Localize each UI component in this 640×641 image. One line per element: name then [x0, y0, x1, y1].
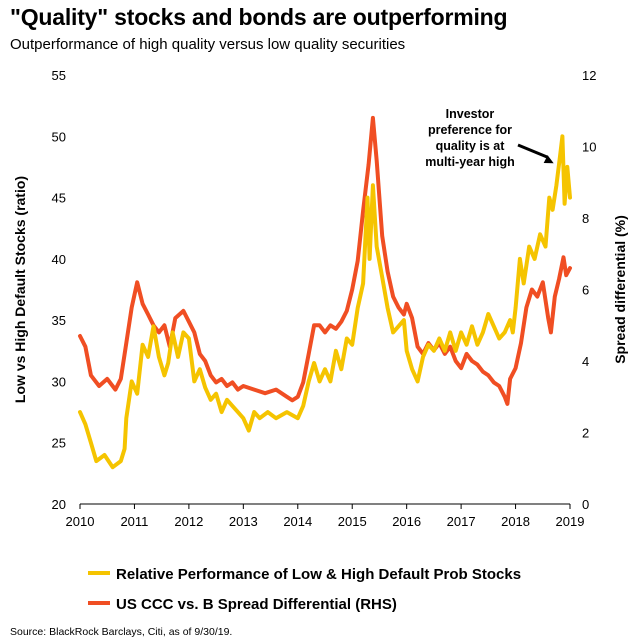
series-line-low-high-default-stocks: [78, 134, 572, 470]
y-left-tick-label: 35: [52, 313, 66, 328]
legend-swatch-red: [88, 601, 110, 606]
y-right-tick-label: 6: [582, 283, 589, 298]
legend-label-red: US CCC vs. B Spread Differential (RHS): [116, 596, 397, 613]
x-tick-label: 2016: [392, 514, 421, 529]
x-tick-label: 2010: [66, 514, 95, 529]
y-left-tick-label: 55: [52, 68, 66, 83]
series-line-ccc-b-spread: [78, 115, 572, 406]
legend-item-red: US CCC vs. B Spread Differential (RHS): [88, 596, 397, 613]
chart-subtitle: Outperformance of high quality versus lo…: [10, 36, 406, 53]
y-right-tick-label: 12: [582, 68, 596, 83]
annotation-text-line: preference for: [428, 123, 512, 137]
annotation: Investor preference for quality is at multi…: [425, 107, 554, 169]
x-tick-label: 2012: [174, 514, 203, 529]
x-tick-label: 2017: [447, 514, 476, 529]
x-tick-label: 2014: [283, 514, 312, 529]
source-note: Source: BlackRock Barclays, Citi, as of …: [10, 626, 233, 638]
x-tick-label: 2011: [120, 514, 148, 529]
y-left-tick-label: 30: [52, 374, 66, 389]
x-tick-label: 2018: [501, 514, 530, 529]
x-tick-label: 2013: [229, 514, 258, 529]
annotation-arrow-shaft: [517, 143, 549, 159]
y-right-tick-label: 0: [582, 497, 589, 512]
legend-item-yellow: Relative Performance of Low & High Defau…: [88, 566, 521, 583]
y-left-tick-label: 25: [52, 436, 66, 451]
legend-label-yellow: Relative Performance of Low & High Defau…: [116, 566, 522, 583]
annotation-arrow-head: [543, 155, 554, 164]
y-right-tick-label: 8: [582, 211, 589, 226]
y-left-tick-label: 50: [52, 129, 66, 144]
y-right-tick-label: 4: [582, 354, 589, 369]
y-left-tick-label: 45: [52, 191, 66, 206]
annotation-text-line: multi-year high: [425, 155, 515, 169]
axes: 2010 2011 2012 2013 2014 2015 2016 2017 2018 2019…: [12, 68, 628, 529]
annotation-text-line: quality is at: [436, 139, 506, 153]
y-right-tick-label: 10: [582, 140, 596, 155]
y-left-tick-label: 40: [52, 252, 66, 267]
x-tick-label: 2015: [338, 514, 367, 529]
chart-title: "Quality" stocks and bonds are outperfor…: [10, 4, 508, 30]
y-left-tick-label: 20: [52, 497, 66, 512]
legend-swatch-yellow: [88, 571, 110, 576]
y-right-axis-title: Spread differential (%): [612, 215, 628, 364]
x-tick-label: 2019: [556, 514, 585, 529]
y-right-tick-label: 2: [582, 426, 589, 441]
annotation-text-line: Investor: [446, 107, 495, 121]
series-lines: [78, 115, 572, 470]
y-left-axis-title: Low vs High Default Stocks (ratio): [12, 176, 28, 403]
